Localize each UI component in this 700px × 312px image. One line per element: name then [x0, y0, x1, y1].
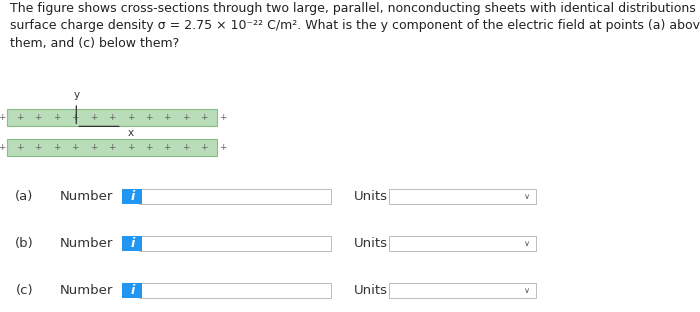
- FancyBboxPatch shape: [389, 189, 536, 204]
- Text: +: +: [145, 113, 153, 122]
- Text: +: +: [108, 143, 116, 152]
- FancyBboxPatch shape: [122, 189, 142, 204]
- Text: Units: Units: [354, 190, 388, 203]
- Text: The figure shows cross-sections through two large, parallel, nonconducting sheet: The figure shows cross-sections through …: [10, 2, 700, 50]
- Text: Number: Number: [60, 237, 113, 250]
- Text: Units: Units: [354, 237, 388, 250]
- Text: +: +: [108, 113, 116, 122]
- Text: +: +: [16, 113, 24, 122]
- Text: +: +: [34, 113, 42, 122]
- Text: +: +: [90, 113, 97, 122]
- Text: (a): (a): [15, 190, 34, 203]
- FancyBboxPatch shape: [139, 236, 331, 251]
- Text: i: i: [130, 237, 134, 250]
- FancyBboxPatch shape: [139, 283, 331, 298]
- Text: (b): (b): [15, 237, 34, 250]
- Text: +: +: [71, 143, 79, 152]
- Text: +: +: [127, 113, 134, 122]
- Text: +: +: [71, 113, 79, 122]
- Text: y: y: [74, 90, 79, 100]
- Text: +: +: [200, 113, 208, 122]
- Text: ∨: ∨: [524, 239, 530, 248]
- Text: +: +: [90, 143, 97, 152]
- Text: +: +: [53, 113, 60, 122]
- Text: Number: Number: [60, 190, 113, 203]
- FancyBboxPatch shape: [389, 236, 536, 251]
- FancyBboxPatch shape: [122, 283, 142, 298]
- Text: +: +: [34, 143, 42, 152]
- Text: +: +: [0, 143, 5, 152]
- Text: +: +: [219, 113, 226, 122]
- FancyBboxPatch shape: [139, 189, 331, 204]
- Text: +: +: [164, 143, 171, 152]
- Text: Number: Number: [60, 284, 113, 297]
- Text: +: +: [200, 143, 208, 152]
- Text: Units: Units: [354, 284, 388, 297]
- Text: +: +: [0, 113, 5, 122]
- Text: +: +: [219, 143, 226, 152]
- Text: +: +: [182, 113, 190, 122]
- Text: (c): (c): [15, 284, 34, 297]
- FancyBboxPatch shape: [7, 109, 217, 126]
- Text: +: +: [53, 143, 60, 152]
- Text: x: x: [127, 128, 134, 138]
- Text: i: i: [130, 190, 134, 203]
- FancyBboxPatch shape: [122, 236, 142, 251]
- FancyBboxPatch shape: [389, 283, 536, 298]
- Text: +: +: [127, 143, 134, 152]
- Text: +: +: [145, 143, 153, 152]
- FancyBboxPatch shape: [7, 139, 217, 156]
- Text: +: +: [182, 143, 190, 152]
- Text: i: i: [130, 284, 134, 297]
- Text: +: +: [164, 113, 171, 122]
- Text: ∨: ∨: [524, 193, 530, 201]
- Text: +: +: [16, 143, 24, 152]
- Text: ∨: ∨: [524, 286, 530, 295]
